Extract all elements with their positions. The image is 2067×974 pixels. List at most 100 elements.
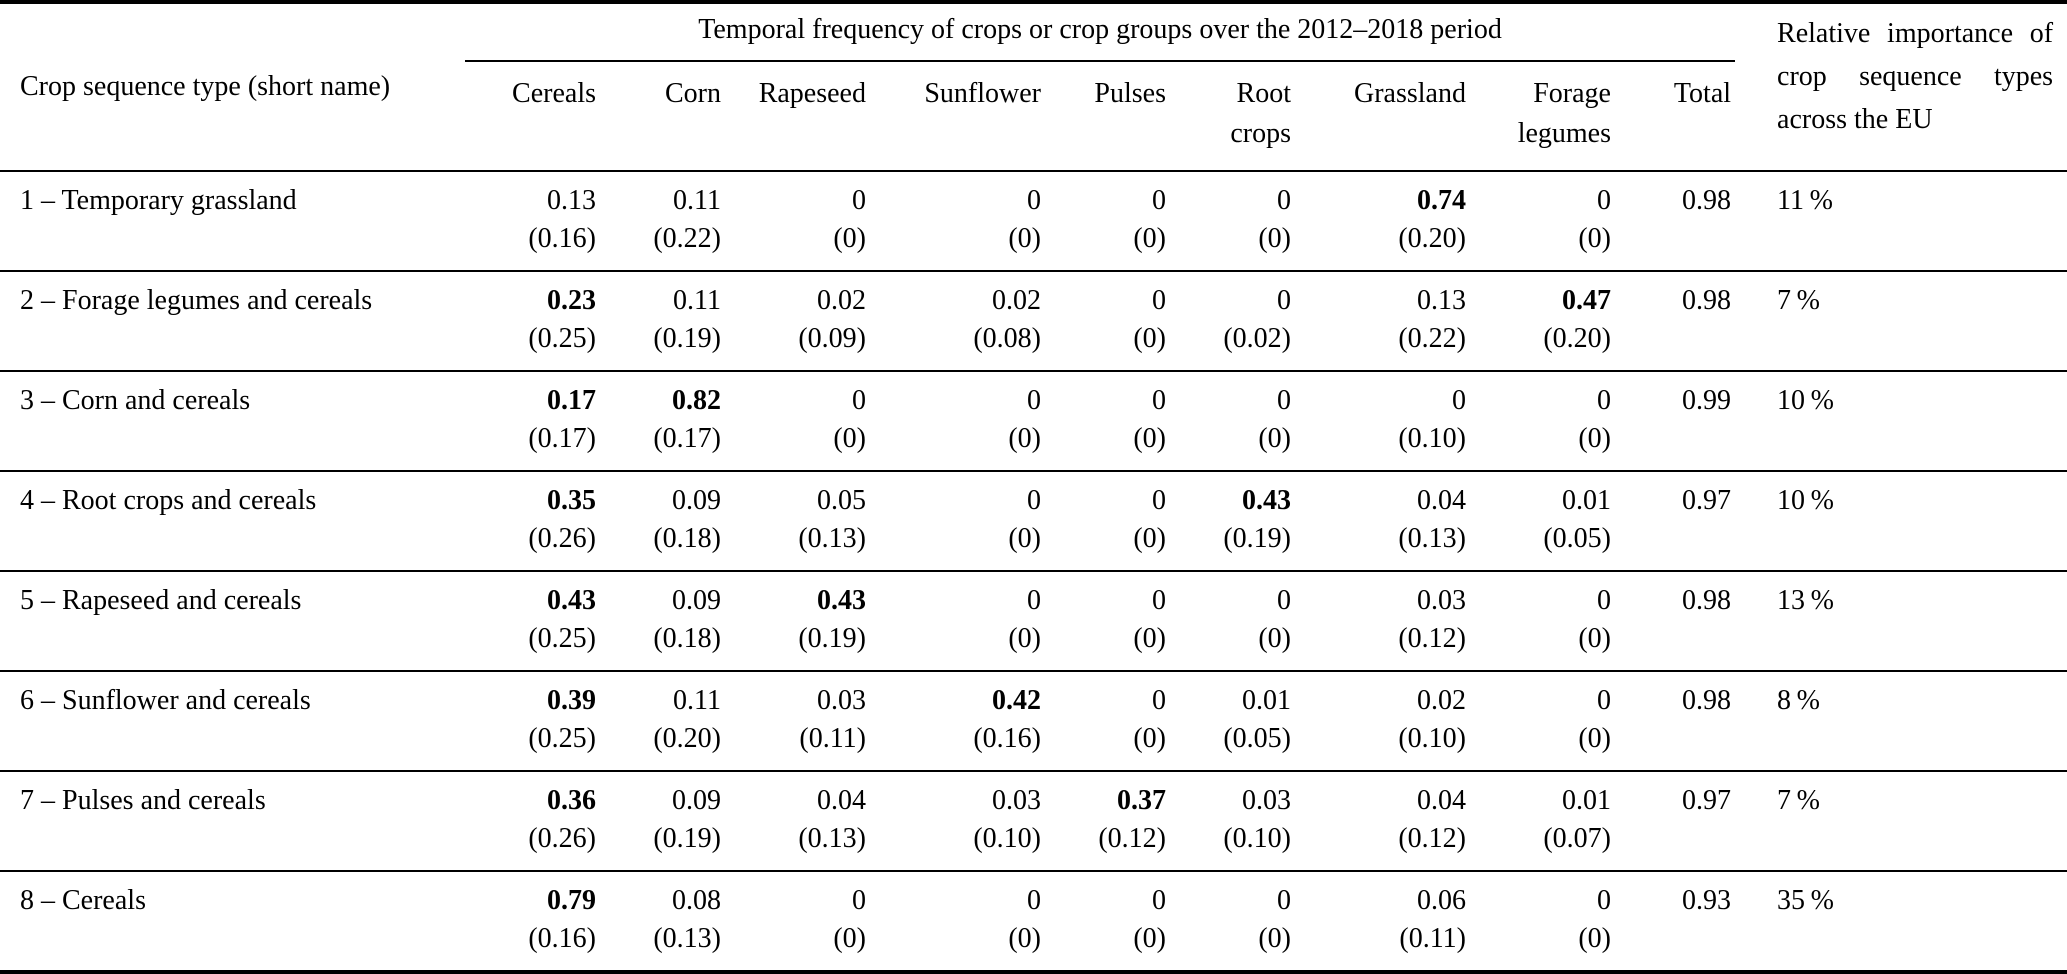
sd-value: (0) <box>1258 423 1291 454</box>
frequency-value: 0.93 <box>1682 885 1732 916</box>
frequency-value: 0 <box>852 185 866 216</box>
value-cell: 0 (0) <box>1045 471 1170 571</box>
value-cell: 0.35 (0.26) <box>465 471 600 571</box>
frequency-value: 0.39 <box>547 685 596 716</box>
frequency-value: 0.05 <box>817 485 866 516</box>
share-cell: 35 % <box>1777 885 1834 916</box>
value-cell: 0.98 <box>1615 671 1735 771</box>
sd-value: (0) <box>1008 223 1041 254</box>
value-cell: 0.74 (0.20) <box>1295 171 1470 271</box>
frequency-value: 0.02 <box>1417 685 1466 716</box>
value-cell: 0.36 (0.26) <box>465 771 600 871</box>
share-cell: 8 % <box>1777 685 1820 716</box>
sd-value: (0.16) <box>528 923 596 954</box>
value-cell: 0.09 (0.18) <box>600 471 725 571</box>
frequency-value: 0 <box>1152 485 1166 516</box>
frequency-value: 0 <box>852 385 866 416</box>
value-cell: 0 (0) <box>1470 371 1615 471</box>
sd-value: (0.12) <box>1098 823 1166 854</box>
value-cell: 0 (0) <box>1470 171 1615 271</box>
value-cell: 0.42 (0.16) <box>870 671 1045 771</box>
frequency-value: 0.98 <box>1682 285 1732 316</box>
sd-value: (0.13) <box>798 523 866 554</box>
sd-value: (0.25) <box>528 323 596 354</box>
value-cell: 0.97 <box>1615 771 1735 871</box>
sd-value: (0.25) <box>528 623 596 654</box>
frequency-value: 0.97 <box>1682 485 1732 516</box>
value-cell: 0.39 (0.25) <box>465 671 600 771</box>
sd-value: (0) <box>1008 623 1041 654</box>
frequency-value: 0 <box>1152 885 1166 916</box>
share-cell: 10 % <box>1777 485 1834 516</box>
row-label: 3 – Corn and cereals <box>20 385 251 416</box>
frequency-value: 0.04 <box>817 785 866 816</box>
frequency-value: 0.03 <box>1242 785 1291 816</box>
frequency-value: 0.13 <box>1417 285 1466 316</box>
sd-value: (0) <box>1258 623 1291 654</box>
value-cell: 0.01 (0.07) <box>1470 771 1615 871</box>
sd-value: (0) <box>1133 523 1166 554</box>
sd-value: (0.18) <box>653 523 721 554</box>
frequency-value: 0.98 <box>1682 585 1732 616</box>
value-cell: 0.01 (0.05) <box>1470 471 1615 571</box>
sd-value: (0.11) <box>1399 923 1466 954</box>
sd-value: (0) <box>1133 223 1166 254</box>
frequency-value: 0 <box>1152 385 1166 416</box>
sd-value: (0.07) <box>1543 823 1611 854</box>
column-header-forage-legumes: Forage legumes <box>1517 78 1611 149</box>
value-cell: 0.13 (0.16) <box>465 171 600 271</box>
frequency-value: 0.42 <box>992 685 1041 716</box>
frequency-value: 0 <box>1152 585 1166 616</box>
frequency-value: 0.11 <box>673 685 721 716</box>
frequency-value: 0 <box>1027 385 1041 416</box>
frequency-value: 0 <box>1027 485 1041 516</box>
value-cell: 0 (0) <box>1170 371 1295 471</box>
frequency-value: 0 <box>1152 185 1166 216</box>
sd-value: (0.02) <box>1223 323 1291 354</box>
value-cell: 0 (0) <box>1170 871 1295 972</box>
frequency-value: 0 <box>1027 585 1041 616</box>
value-cell: 0.17 (0.17) <box>465 371 600 471</box>
value-cell: 0.09 (0.19) <box>600 771 725 871</box>
value-cell: 0 (0) <box>1470 871 1615 972</box>
row-label: 2 – Forage legumes and cereals <box>20 285 373 316</box>
frequency-value: 0.04 <box>1417 785 1466 816</box>
value-cell: 0.82 (0.17) <box>600 371 725 471</box>
sd-value: (0) <box>1008 523 1041 554</box>
sd-value: (0) <box>1258 923 1291 954</box>
sd-value: (0.19) <box>798 623 866 654</box>
frequency-value: 0.98 <box>1682 185 1732 216</box>
table-row: 1 – Temporary grassland 0.13 (0.16) 0.11 (0.… <box>0 171 2067 271</box>
value-cell: 0 (0) <box>870 171 1045 271</box>
share-cell: 10 % <box>1777 385 1834 416</box>
row-label: 5 – Rapeseed and cereals <box>20 585 302 616</box>
sd-value: (0.26) <box>528 823 596 854</box>
table-row: 6 – Sunflower and cereals 0.39 (0.25) 0.11 (… <box>0 671 2067 771</box>
frequency-value: 0 <box>1277 585 1291 616</box>
column-header-corn: Corn <box>665 78 721 109</box>
group-header: Temporal frequency of crops or crop grou… <box>465 2 1736 62</box>
sd-value: (0) <box>833 423 866 454</box>
value-cell: 0.03 (0.10) <box>870 771 1045 871</box>
value-cell: 0 (0) <box>870 471 1045 571</box>
sd-value: (0.05) <box>1223 723 1291 754</box>
sd-value: (0.19) <box>1223 523 1291 554</box>
row-label: 7 – Pulses and cereals <box>20 785 266 816</box>
sd-value: (0.13) <box>653 923 721 954</box>
value-cell: 0.04 (0.13) <box>1295 471 1470 571</box>
frequency-value: 0.37 <box>1117 785 1166 816</box>
value-cell: 0 (0) <box>870 871 1045 972</box>
frequency-value: 0.23 <box>547 285 596 316</box>
frequency-value: 0.82 <box>672 385 721 416</box>
sd-value: (0.19) <box>653 323 721 354</box>
sd-value: (0.08) <box>973 323 1041 354</box>
frequency-value: 0.09 <box>672 785 721 816</box>
frequency-value: 0.09 <box>672 585 721 616</box>
value-cell: 0.04 (0.12) <box>1295 771 1470 871</box>
column-header-rapeseed: Rapeseed <box>758 78 866 109</box>
sd-value: (0) <box>1578 423 1611 454</box>
value-cell: 0.99 <box>1615 371 1735 471</box>
value-cell: 0.03 (0.11) <box>725 671 870 771</box>
row-label: 4 – Root crops and cereals <box>20 485 317 516</box>
